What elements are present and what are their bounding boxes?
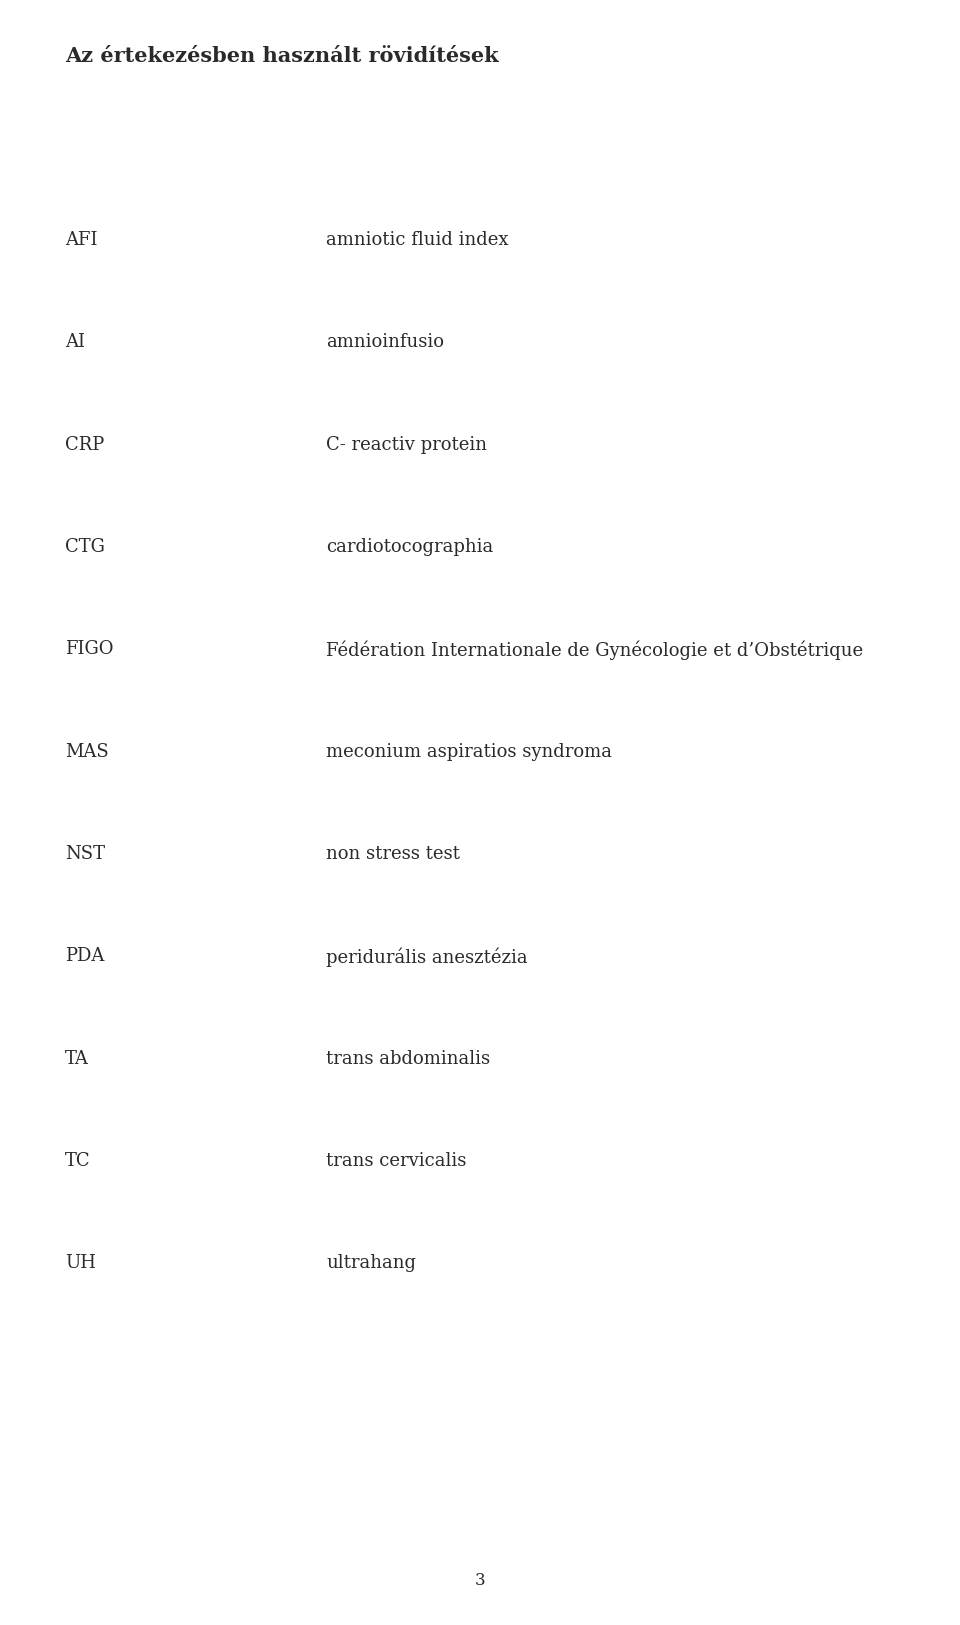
Text: trans abdominalis: trans abdominalis — [326, 1050, 491, 1068]
Text: ultrahang: ultrahang — [326, 1254, 417, 1272]
Text: cardiotocographia: cardiotocographia — [326, 538, 493, 556]
Text: Az értekezésben használt rövidítések: Az értekezésben használt rövidítések — [65, 46, 499, 65]
Text: MAS: MAS — [65, 743, 109, 760]
Text: AI: AI — [65, 333, 85, 351]
Text: CRP: CRP — [65, 436, 105, 453]
Text: TC: TC — [65, 1152, 91, 1170]
Text: meconium aspiratios syndroma: meconium aspiratios syndroma — [326, 743, 612, 760]
Text: peridurális anesztézia: peridurális anesztézia — [326, 947, 528, 967]
Text: 3: 3 — [474, 1573, 486, 1589]
Text: FIGO: FIGO — [65, 640, 114, 658]
Text: AFI: AFI — [65, 231, 98, 249]
Text: PDA: PDA — [65, 947, 105, 965]
Text: trans cervicalis: trans cervicalis — [326, 1152, 467, 1170]
Text: CTG: CTG — [65, 538, 106, 556]
Text: C- reactiv protein: C- reactiv protein — [326, 436, 488, 453]
Text: TA: TA — [65, 1050, 89, 1068]
Text: amnioinfusio: amnioinfusio — [326, 333, 444, 351]
Text: amniotic fluid index: amniotic fluid index — [326, 231, 509, 249]
Text: Fédération Internationale de Gynécologie et d’Obstétrique: Fédération Internationale de Gynécologie… — [326, 640, 864, 660]
Text: UH: UH — [65, 1254, 96, 1272]
Text: NST: NST — [65, 845, 106, 863]
Text: non stress test: non stress test — [326, 845, 460, 863]
